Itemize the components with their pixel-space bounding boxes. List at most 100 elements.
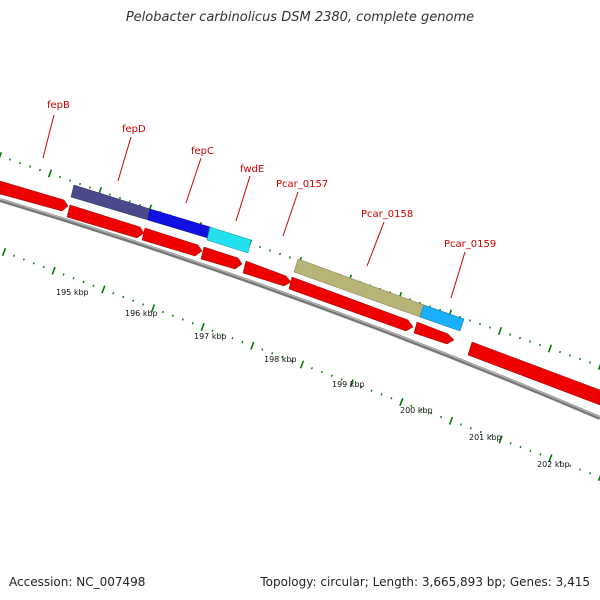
outer-ring-minor-tick [529,340,531,343]
gene-fwdE-bar[interactable] [206,226,252,254]
outer-ring-minor-tick [39,168,41,172]
outer-ring-minor-tick [69,179,71,182]
gene-arrow-1[interactable] [66,204,145,239]
outer-ring-minor-tick [479,322,481,326]
gene-label-Pcar_0158[interactable]: Pcar_0158 [361,209,413,220]
inner-tick-ring [1,247,600,482]
inner-ring-minor-tick [42,265,45,269]
inner-ring-major-tick [548,454,553,463]
kbp-scale-labels: 195 kbp 196 kbp 197 kbp 198 kbp 199 kbp … [56,288,570,469]
inner-ring-minor-tick [519,445,522,449]
outer-ring-minor-tick [89,186,91,189]
gene-arrow-6[interactable] [413,321,455,345]
inner-ring-minor-tick [539,453,542,456]
inner-ring-minor-tick [221,333,224,336]
outer-ring-minor-tick [289,256,291,259]
outer-ring-minor-tick [279,252,281,256]
outer-ring-minor-tick [259,245,261,249]
inner-ring-minor-tick [559,460,562,464]
outer-ring-minor-tick [19,161,21,165]
gene-Pcar_0159-bar[interactable] [419,304,465,332]
gene-arrow-7[interactable] [467,341,600,406]
outer-ring-minor-tick [579,357,581,361]
kbp-label-195: 195 kbp [56,288,89,297]
outer-ring-minor-tick [9,158,11,161]
outer-ring-minor-tick [59,175,61,179]
gene-labels: fepB fepD fepC fwdE Pcar_0157 Pcar_0158 … [47,100,496,250]
gene-arrow-2[interactable] [141,227,203,257]
outer-ring-minor-tick [79,182,81,186]
inner-ring-minor-tick [340,378,343,381]
inner-ring-minor-tick [82,280,85,284]
kbp-label-201: 201 kbp [469,433,502,442]
inner-ring-major-tick [448,416,454,425]
inner-ring-major-tick [597,474,600,482]
gene-label-fepD[interactable]: fepD [122,124,146,135]
gene-label-fepB[interactable]: fepB [47,100,70,111]
outer-ring-minor-tick [129,200,131,203]
inner-ring-minor-tick [330,374,333,377]
inner-ring-minor-tick [231,337,234,340]
gene-label-leaders [42,114,466,299]
inner-ring-major-tick [349,379,354,388]
leader-fepD [117,136,132,182]
inner-ring-minor-tick [291,359,294,362]
leader-fepC [185,157,202,204]
inner-ring-major-tick [200,322,205,332]
inner-ring-minor-tick [459,423,462,426]
kbp-label-196: 196 kbp [125,309,158,318]
outer-ring-minor-tick [109,193,111,196]
outer-ring-minor-tick [519,336,521,340]
inner-ring-minor-tick [191,322,194,325]
inner-ring-minor-tick [271,352,274,355]
outer-ring-minor-tick [469,319,471,322]
inner-ring-minor-tick [509,442,512,445]
inner-ring-minor-tick [92,284,95,287]
outer-ring-minor-tick [589,361,591,364]
genome-backbone-highlight [0,198,600,418]
gene-arrow-3[interactable] [200,246,243,270]
inner-ring-minor-tick [171,314,174,317]
inner-ring-minor-tick [440,415,443,419]
inner-ring-minor-tick [310,367,313,370]
outer-ring-minor-tick [269,249,271,252]
forward-strand-track [0,180,465,332]
inner-ring-major-tick [101,285,106,294]
outer-ring-major-tick [547,344,553,353]
gene-label-Pcar_0159[interactable]: Pcar_0159 [444,239,496,250]
reverse-strand-track [66,204,600,406]
inner-ring-minor-tick [261,348,264,351]
gene-fepB-arrow[interactable] [0,180,69,212]
inner-ring-minor-tick [62,273,65,276]
inner-ring-minor-tick [12,254,15,257]
outer-ring-minor-tick [29,165,31,168]
leader-Pcar_0157 [282,191,299,237]
gene-label-fepC[interactable]: fepC [191,146,214,157]
gene-arrow-5[interactable] [288,276,414,332]
kbp-label-199: 199 kbp [332,380,365,389]
outer-ring-minor-tick [559,350,561,354]
inner-ring-major-tick [250,341,255,350]
inner-ring-minor-tick [132,299,135,302]
inner-ring-minor-tick [142,303,145,306]
leader-fepB [42,114,55,159]
inner-ring-minor-tick [161,310,164,314]
outer-ring-minor-tick [569,354,571,357]
inner-ring-major-tick [1,247,7,257]
inner-ring-minor-tick [370,389,373,392]
gene-label-fwdE[interactable]: fwdE [240,164,264,175]
gene-arrow-4[interactable] [242,260,292,287]
inner-ring-minor-tick [479,430,482,434]
inner-ring-minor-tick [122,295,125,299]
inner-ring-minor-tick [589,472,592,475]
inner-ring-minor-tick [390,397,393,400]
kbp-label-197: 197 kbp [194,332,227,341]
leader-Pcar_0158 [366,221,385,267]
kbp-label-200: 200 kbp [400,406,433,415]
inner-ring-major-tick [51,266,56,275]
genome-backbone [0,198,600,420]
inner-ring-minor-tick [469,427,472,430]
inner-ring-minor-tick [320,370,323,374]
gene-label-Pcar_0157[interactable]: Pcar_0157 [276,179,328,190]
inner-ring-minor-tick [281,355,284,359]
